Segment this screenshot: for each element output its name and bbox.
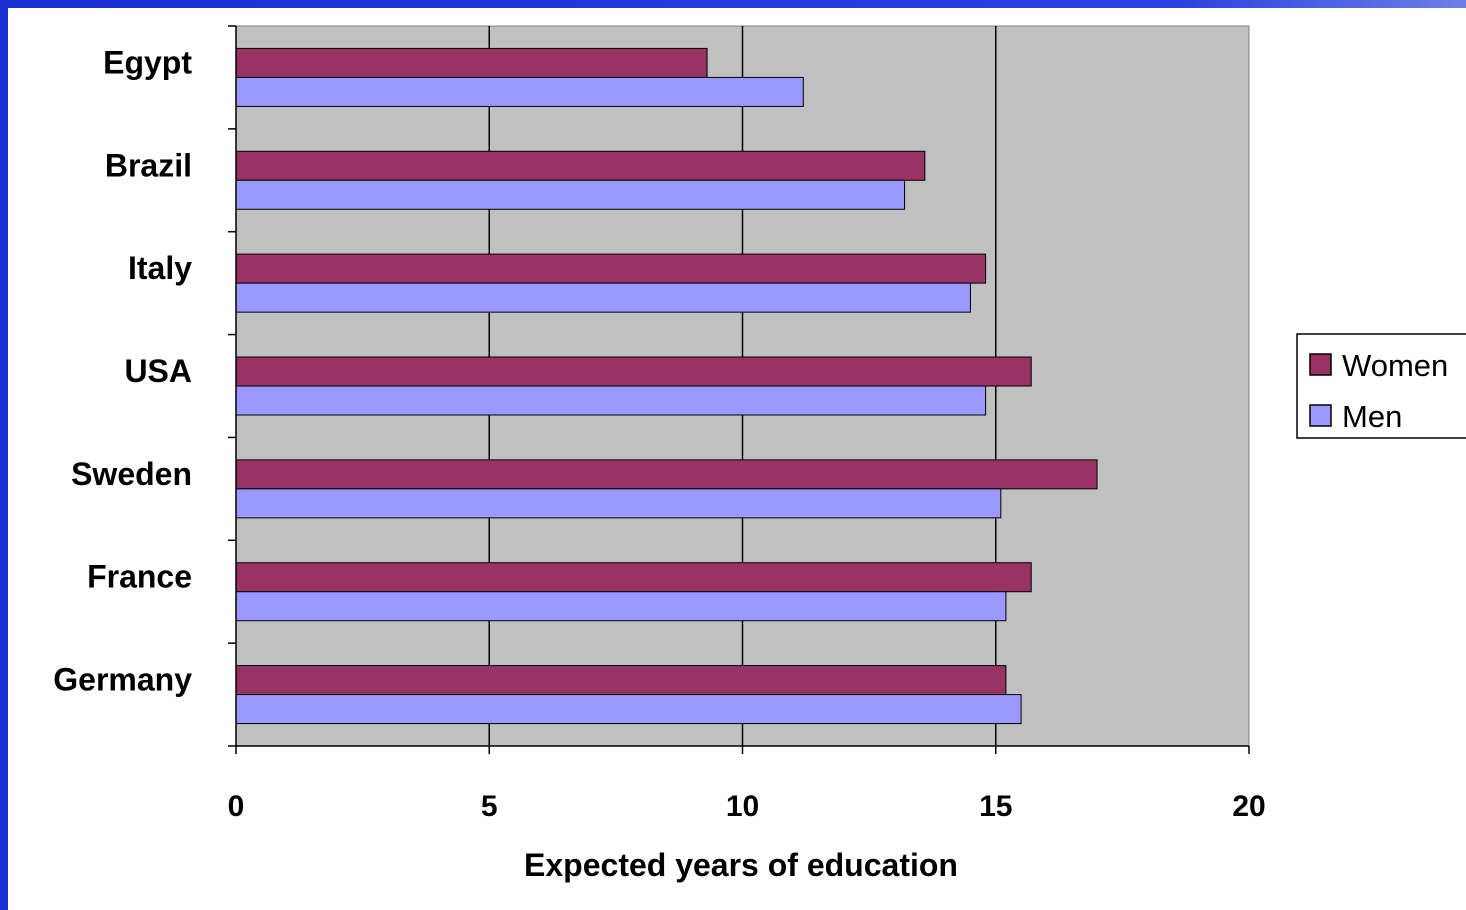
bar-men-usa bbox=[235, 385, 987, 416]
bar-women-france bbox=[235, 562, 1032, 593]
x-tick-label-0: 0 bbox=[228, 790, 245, 823]
legend: Women Men bbox=[1296, 333, 1466, 439]
bar-men-france bbox=[235, 591, 1007, 622]
x-tick-label-10: 10 bbox=[726, 790, 759, 823]
top-bar bbox=[0, 0, 1466, 8]
legend-label-women: Women bbox=[1342, 348, 1448, 383]
bar-women-italy bbox=[235, 253, 987, 284]
legend-swatch-men bbox=[1309, 404, 1332, 427]
bar-women-egypt bbox=[235, 47, 708, 78]
category-label-egypt: Egypt bbox=[103, 44, 192, 80]
bar-women-sweden bbox=[235, 459, 1098, 490]
category-label-italy: Italy bbox=[128, 250, 192, 286]
axes bbox=[228, 25, 1250, 754]
category-labels: Egypt Brazil Italy USA Sweden France Germany bbox=[53, 44, 192, 697]
bar-men-brazil bbox=[235, 179, 906, 210]
bar-women-usa bbox=[235, 356, 1032, 387]
bar-women-germany bbox=[235, 665, 1007, 696]
bar-men-italy bbox=[235, 282, 971, 313]
bar-men-egypt bbox=[235, 76, 804, 107]
x-axis-title: Expected years of education bbox=[524, 847, 958, 883]
category-label-usa: USA bbox=[124, 353, 192, 389]
category-label-germany: Germany bbox=[53, 662, 192, 698]
x-tick-label-5: 5 bbox=[481, 790, 498, 823]
bar-men-sweden bbox=[235, 488, 1002, 519]
tick-labels: 0 5 10 15 20 bbox=[228, 790, 1266, 823]
category-label-brazil: Brazil bbox=[105, 147, 192, 183]
bars bbox=[235, 47, 1098, 725]
category-label-france: France bbox=[87, 559, 192, 595]
category-label-sweden: Sweden bbox=[71, 456, 192, 492]
bar-women-brazil bbox=[235, 150, 926, 181]
x-tick-label-15: 15 bbox=[979, 790, 1012, 823]
bar-men-germany bbox=[235, 694, 1022, 725]
legend-swatch-women bbox=[1309, 353, 1332, 376]
legend-label-men: Men bbox=[1342, 399, 1402, 434]
x-tick-label-20: 20 bbox=[1232, 790, 1265, 823]
